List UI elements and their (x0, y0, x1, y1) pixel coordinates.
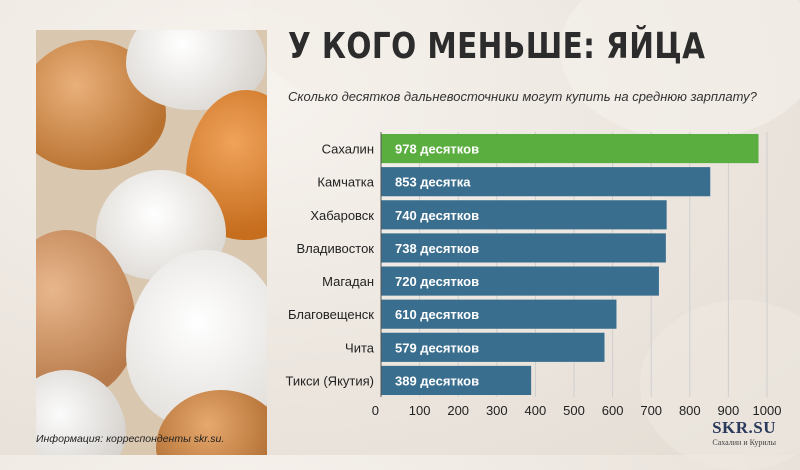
bar (381, 133, 759, 164)
bar-value-label: 740 десятков (395, 208, 479, 223)
category-label: Магадан (322, 274, 374, 289)
bar (381, 365, 532, 396)
bar (381, 266, 659, 296)
chart-subtitle: Сколько десятков дальневосточники могут … (288, 89, 757, 104)
category-label: Чита (345, 340, 375, 355)
bar (381, 233, 666, 263)
axes: 0 100 200 300 400 500 600 700 800 900 1000 (372, 132, 782, 418)
bar-value-label: 978 десятков (395, 142, 479, 157)
category-label: Камчатка (317, 175, 374, 190)
x-tick-label: 400 (525, 403, 547, 418)
x-tick-label: 200 (447, 403, 469, 418)
bar (381, 299, 617, 329)
logo-text: SKR.SU (712, 418, 776, 437)
bar (381, 200, 667, 230)
category-label: Владивосток (296, 241, 374, 256)
x-tick-label: 1000 (753, 403, 782, 418)
x-tick-label: 600 (602, 403, 624, 418)
category-label: Тикси (Якутия) (286, 373, 374, 388)
background-egg-shape (640, 300, 800, 470)
x-tick-label: 0 (372, 403, 379, 418)
bar-chart: 978 десятков Сахалин 853 десятка Камчатка 74… (286, 132, 782, 418)
category-label: Сахалин (322, 142, 374, 157)
bar-value-label: 610 десятков (395, 307, 479, 322)
bar-value-label: 738 десятков (395, 241, 479, 256)
logo-subtext: Сахалин и Курилы (712, 438, 776, 447)
x-tick-label: 900 (718, 403, 740, 418)
x-tick-label: 700 (640, 403, 662, 418)
x-tick-label: 500 (563, 403, 585, 418)
x-tick-label: 300 (486, 403, 508, 418)
x-tick-label: 800 (679, 403, 701, 418)
skr-logo: SKR.SU Сахалин и Курилы (712, 418, 776, 447)
chart-title: У КОГО МЕНЬШЕ: ЯЙЦА (288, 26, 706, 67)
bars: 978 десятков Сахалин 853 десятка Камчатка 74… (286, 133, 759, 396)
bar (381, 332, 605, 362)
x-tick-label: 100 (409, 403, 431, 418)
category-label: Хабаровск (310, 208, 374, 223)
bar-value-label: 853 десятка (395, 175, 471, 190)
bar-value-label: 579 десятков (395, 340, 479, 355)
eggs-photo (36, 30, 267, 455)
bar-value-label: 389 десятков (395, 373, 479, 388)
bar-value-label: 720 десятков (395, 274, 479, 289)
bar (381, 167, 711, 197)
category-label: Благовещенск (288, 307, 374, 322)
source-note: Информация: корреспонденты skr.su. (36, 433, 225, 445)
